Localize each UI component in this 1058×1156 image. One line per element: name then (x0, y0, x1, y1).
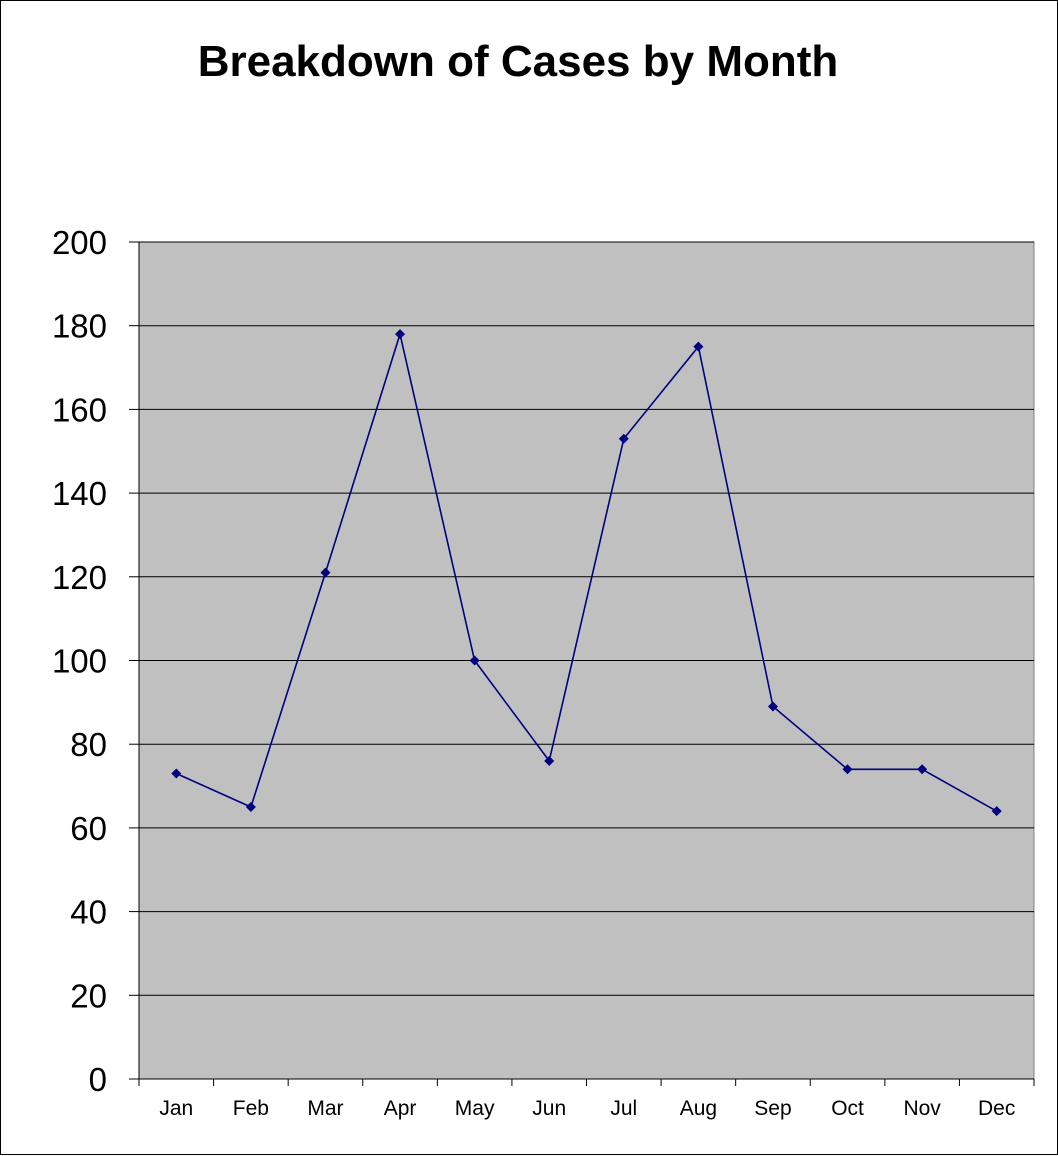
x-tick-label: Jul (610, 1097, 637, 1120)
data-point-marker (767, 701, 778, 712)
series-line (175, 331, 998, 812)
y-tick-label: 0 (89, 1061, 107, 1098)
data-point-marker (171, 768, 182, 779)
y-tick-label: 40 (70, 894, 107, 931)
data-point-marker (842, 764, 853, 775)
data-point-marker (917, 764, 928, 775)
x-tick-label: Aug (680, 1097, 717, 1120)
y-tick-label: 80 (70, 726, 107, 763)
data-point-marker (320, 567, 331, 578)
x-tick-label: Nov (903, 1097, 941, 1120)
y-tick-label: 60 (70, 810, 107, 847)
data-point-marker (544, 755, 555, 766)
x-tick-label: Feb (233, 1097, 269, 1120)
x-tick-label: Oct (831, 1097, 864, 1120)
x-tick-label: Dec (978, 1097, 1015, 1120)
data-point-marker (618, 433, 629, 444)
y-tick-label: 200 (52, 224, 107, 261)
y-tick-label: 180 (52, 308, 107, 345)
y-tick-label: 140 (52, 475, 107, 512)
data-point-marker (991, 806, 1002, 817)
y-tick-label: 160 (52, 391, 107, 428)
x-tick-label: Apr (384, 1097, 417, 1120)
data-point-marker (693, 341, 704, 352)
x-tick-label: Mar (307, 1097, 343, 1120)
x-tick-label: Jan (159, 1097, 193, 1120)
data-point-marker (245, 801, 256, 812)
x-tick-label: Jun (532, 1097, 566, 1120)
x-tick-label: May (455, 1097, 495, 1120)
y-tick-label: 20 (70, 977, 107, 1014)
y-tick-label: 120 (52, 559, 107, 596)
x-tick-label: Sep (754, 1097, 791, 1120)
data-point-marker (469, 655, 480, 666)
chart-title: Breakdown of Cases by Month (197, 37, 839, 86)
data-point-marker (395, 329, 406, 340)
y-tick-label: 100 (52, 643, 107, 680)
